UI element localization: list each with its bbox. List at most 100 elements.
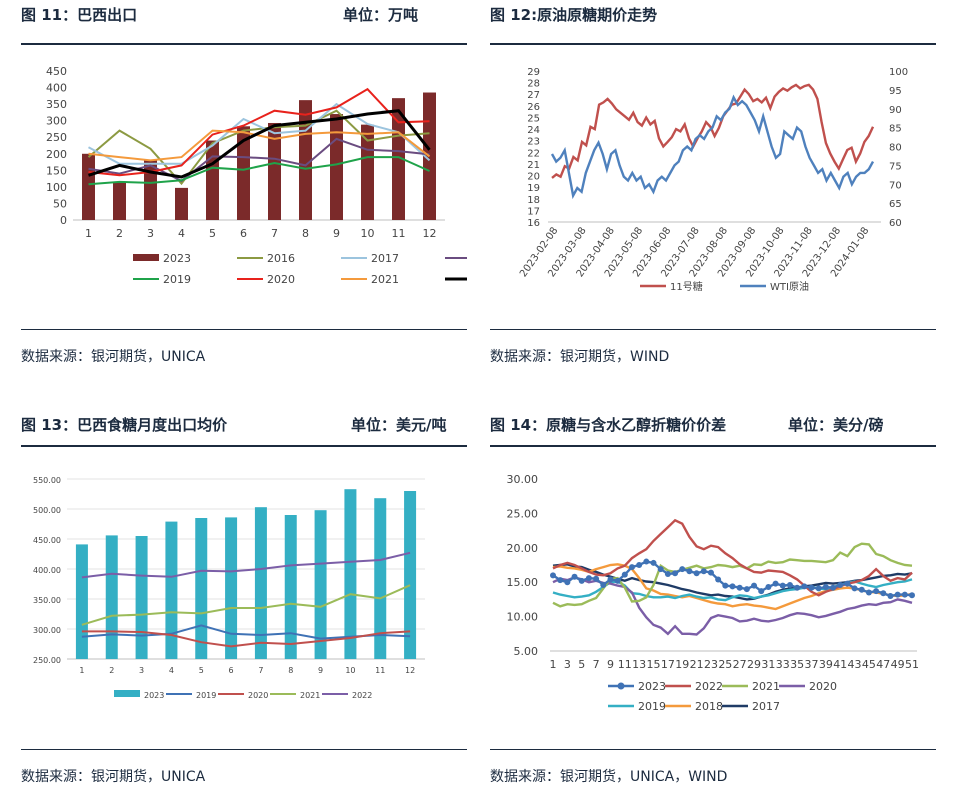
x-tick-label: 33: [776, 658, 790, 671]
bar-2023: [195, 518, 208, 659]
data-source: 数据来源：银河期货，UNICA，WIND: [490, 769, 728, 785]
x-tick-label: 12: [423, 227, 437, 240]
data-point-2023: [901, 591, 908, 598]
y-tick-label: 0: [60, 214, 67, 227]
x-tick-label: 1: [79, 666, 84, 675]
y-tick-label: 20.00: [507, 542, 539, 555]
x-tick-label: 41: [833, 658, 847, 671]
bar-2023: [330, 114, 343, 220]
data-point-2023: [679, 566, 686, 573]
bar-2023: [165, 521, 178, 659]
data-point-2023: [578, 577, 585, 584]
legend-label: WTI原油: [770, 280, 809, 293]
x-tick-label: 27: [733, 658, 747, 671]
y-left-tick-label: 22: [527, 148, 540, 159]
legend-marker: [617, 682, 625, 690]
bar-2023: [206, 140, 219, 220]
y-tick-label: 250.00: [33, 656, 61, 665]
y-left-tick-label: 18: [527, 195, 540, 206]
y-left-tick-label: 20: [527, 172, 540, 183]
chart-title: 图 12:原油原糖期价走势: [490, 6, 658, 24]
series-line-2021: [88, 129, 431, 162]
y-tick-label: 300.00: [33, 626, 61, 635]
x-tick-label: 2: [116, 227, 123, 240]
x-tick-label: 43: [848, 658, 862, 671]
y-tick-label: 200: [46, 148, 67, 161]
chart-unit: 单位：万吨: [343, 6, 419, 24]
title-rule: [21, 445, 467, 447]
bar-2023: [175, 187, 188, 220]
y-tick-label: 10.00: [507, 611, 539, 624]
y-tick-label: 50: [53, 197, 67, 210]
x-tick-label: 25: [718, 658, 732, 671]
bar-2023: [113, 181, 126, 220]
x-tick-label: 45: [862, 658, 876, 671]
series-line-2022: [81, 551, 411, 579]
legend-label: 2019: [163, 273, 191, 286]
legend-swatch: [114, 690, 140, 697]
data-source: 数据来源：银河期货，UNICA: [21, 769, 206, 785]
x-tick-label: 11: [392, 227, 406, 240]
bar-2023: [392, 98, 405, 220]
data-point-2023: [909, 592, 915, 599]
series-line-2020: [88, 87, 430, 177]
y-tick-label: 550.00: [33, 476, 61, 485]
legend-label: 2022: [695, 680, 723, 693]
x-tick-label: 17: [661, 658, 675, 671]
panel-oil-sugar: 图 12:原油原糖期价走势 16 17 18 19 20 21 22 23 24 25 26 27 28…: [490, 0, 936, 380]
data-point-2023: [686, 568, 693, 575]
source-rule: [490, 329, 936, 330]
data-point-2023: [830, 584, 837, 591]
data-point-2023: [779, 582, 786, 589]
y-right-tick-label: 65: [889, 199, 902, 210]
y-tick-label: 350.00: [33, 596, 61, 605]
chart-title: 图 14：原糖与含水乙醇折糖价价差: [490, 416, 727, 434]
chart-export-price: 250.00 300.00 350.00 400.00 450.00 500.00 550.…: [33, 476, 425, 700]
y-left-tick-label: 26: [527, 102, 540, 113]
bar-2023: [344, 489, 357, 659]
x-tick-label: 3: [139, 666, 144, 675]
series-line-2016: [87, 109, 430, 186]
y-tick-label: 500.00: [33, 506, 61, 515]
chart-unit: 单位：美分/磅: [788, 416, 884, 434]
x-tick-label: 39: [819, 658, 833, 671]
x-tick-label: 2: [109, 666, 114, 675]
y-right-tick-label: 90: [889, 105, 902, 116]
legend-label: 2019: [196, 691, 216, 700]
legend-label: 2021: [300, 691, 320, 700]
data-point-2023: [621, 571, 628, 578]
bar-2023: [144, 159, 157, 220]
y-right-tick-label: 95: [889, 86, 902, 97]
x-tick-label: 19: [675, 658, 689, 671]
x-tick-label: 10: [345, 666, 355, 675]
y-tick-label: 300: [46, 115, 67, 128]
data-point-2023: [772, 580, 779, 587]
legend-label: 2020: [809, 680, 837, 693]
x-tick-label: 15: [647, 658, 661, 671]
data-point-2023: [557, 577, 564, 584]
title-rule: [490, 43, 936, 45]
data-point-2023: [865, 589, 872, 596]
data-point-2023: [794, 584, 801, 591]
data-source: 数据来源：银河期货，WIND: [490, 349, 670, 365]
y-right-tick-label: 85: [889, 124, 902, 135]
x-tick-label: 13: [632, 658, 646, 671]
data-point-2023: [571, 573, 578, 580]
series-line-2017: [88, 102, 431, 165]
x-tick-label: 21: [690, 658, 704, 671]
x-tick-label: 12: [405, 666, 415, 675]
data-point-2023: [873, 588, 880, 595]
bar-2023: [404, 491, 417, 659]
x-tick-label: 8: [302, 227, 309, 240]
series-line-2018: [88, 137, 430, 183]
x-tick-label: 6: [240, 227, 247, 240]
legend-swatch: [133, 254, 159, 261]
y-tick-label: 450.00: [33, 536, 61, 545]
bar-2023: [314, 510, 327, 659]
data-point-2023: [801, 583, 808, 590]
legend-label: 2021: [752, 680, 780, 693]
x-tick-label: 49: [891, 658, 905, 671]
x-tick-label: 7: [271, 227, 278, 240]
data-point-2023: [736, 584, 743, 591]
